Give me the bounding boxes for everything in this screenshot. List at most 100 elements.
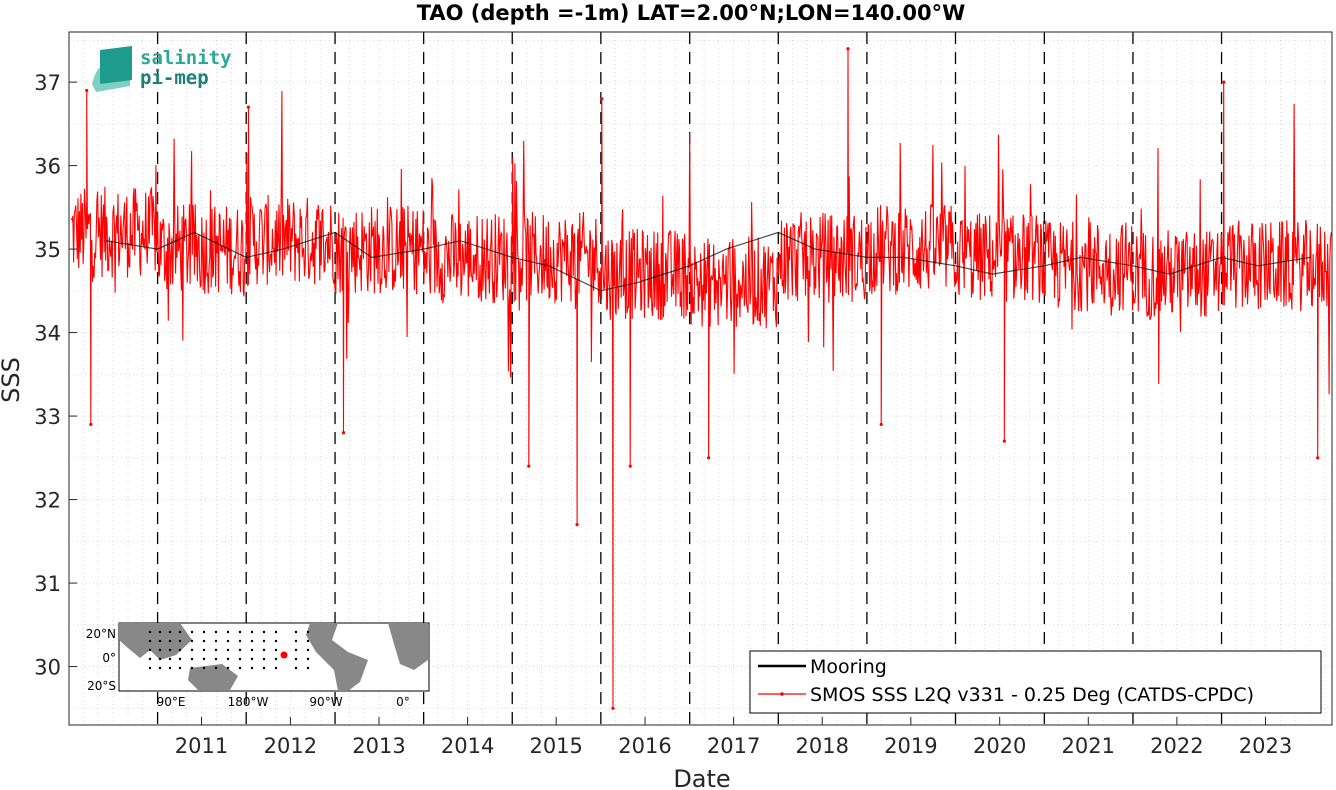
map-lat-label-0: 0° [102,651,116,665]
chart-title: TAO (depth =-1m) LAT=2.00°N;LON=140.00°W [417,1,966,25]
mooring-dot [148,639,152,643]
mooring-dot [238,648,242,652]
mooring-dot [214,648,218,652]
x-tick-label: 2016 [618,734,671,758]
map-lat-label-20n: 20°N [86,627,116,641]
smos-extreme-point [89,422,93,427]
smos-extreme-point [846,47,850,51]
mooring-dot [294,666,298,670]
mooring-dot [190,666,194,670]
mooring-dot [190,639,194,643]
mooring-dot [148,630,152,634]
smos-extreme-point [879,422,883,427]
map-land-australia [188,664,238,690]
x-tick-label: 2021 [1062,734,1115,758]
mooring-dot [226,657,230,661]
x-tick-label: 2013 [352,734,405,758]
mooring-dot [148,666,152,670]
mooring-dot [168,666,172,670]
map-land-africa [388,623,428,670]
map-lon-label-90w: 90°W [309,695,342,709]
smos-extreme-point [1002,439,1006,443]
map-land-asia [119,623,192,660]
mooring-array-dots [148,630,310,670]
selected-mooring-marker [280,651,288,659]
legend-smos-label: SMOS SSS L2Q v331 - 0.25 Deg (CATDS-CPDC… [810,684,1254,706]
mooring-dot [168,639,172,643]
smos-extreme-point [341,431,346,435]
mooring-dot [274,630,278,634]
mooring-dot [202,648,206,652]
smos-extreme-point [85,88,89,93]
smos-series-line [70,48,1332,709]
mooring-dot [294,630,298,634]
mooring-dot [178,630,182,634]
mooring-dot [306,639,310,643]
mooring-dot [306,648,310,652]
salinity-pi-mep-logo: salinity pi-mep [92,46,232,92]
mooring-dot [274,657,278,661]
mooring-dot [250,639,254,643]
y-axis-ticks: 30 31 32 33 34 35 36 37 [34,71,77,680]
mooring-dot [238,639,242,643]
legend-mooring-label: Mooring [810,656,887,678]
x-tick-label: 2020 [973,734,1026,758]
map-lat-label-20s: 20°S [87,679,116,693]
mooring-dot [190,648,194,652]
mooring-dot [226,648,230,652]
smos-series [70,47,1332,710]
map-lon-label-180w: 180°W [228,695,269,709]
x-tick-label: 2022 [1150,734,1203,758]
smos-extreme-point [246,105,250,109]
mooring-dot [148,657,152,661]
mooring-dot [168,657,172,661]
mooring-dot [190,657,194,661]
mooring-dot [158,657,162,661]
mooring-dot [294,648,298,652]
smos-extreme-point [628,464,632,468]
legend-smos-dot [780,692,784,696]
logo-wave-icon-back [100,46,132,84]
legend-box [749,650,1322,714]
mooring-dot [190,630,194,634]
smos-extreme-point [611,706,615,710]
legend: Mooring SMOS SSS L2Q v331 - 0.25 Deg (CA… [749,650,1322,714]
x-axis-label: Date [673,765,730,790]
smos-extreme-point [527,464,531,468]
mooring-dot [306,666,310,670]
mooring-dot [214,666,218,670]
smos-extreme-point [707,456,711,460]
y-tick-label: 32 [34,489,61,513]
mooring-dot [262,630,266,634]
mooring-dot [262,657,266,661]
x-tick-label: 2023 [1239,734,1292,758]
mooring-dot [250,648,254,652]
y-tick-label: 33 [34,405,61,429]
map-land-americas [306,623,368,691]
x-tick-label: 2014 [441,734,494,758]
mooring-dot [250,666,254,670]
x-axis-ticks: 2011 2012 2013 2014 2015 2016 2017 2018 2019 2020… [175,717,1292,758]
mooring-dot [262,639,266,643]
mooring-dot [158,639,162,643]
mooring-dot [178,648,182,652]
mooring-dot [214,657,218,661]
mooring-dot [168,648,172,652]
y-tick-label: 35 [34,238,61,262]
mooring-dot [178,639,182,643]
y-tick-label: 37 [34,71,61,95]
mooring-dot [158,648,162,652]
x-tick-label: 2011 [175,734,228,758]
mooring-dot [178,666,182,670]
mooring-dot [274,648,278,652]
y-axis-label: SSS [0,357,25,403]
mooring-dot [274,639,278,643]
logo-line2: pi-mep [140,67,209,89]
smos-extreme-point [600,97,604,101]
mooring-dot [202,630,206,634]
y-tick-label: 31 [34,572,61,596]
mooring-dot [238,630,242,634]
mooring-dot [158,666,162,670]
x-tick-label: 2018 [796,734,849,758]
